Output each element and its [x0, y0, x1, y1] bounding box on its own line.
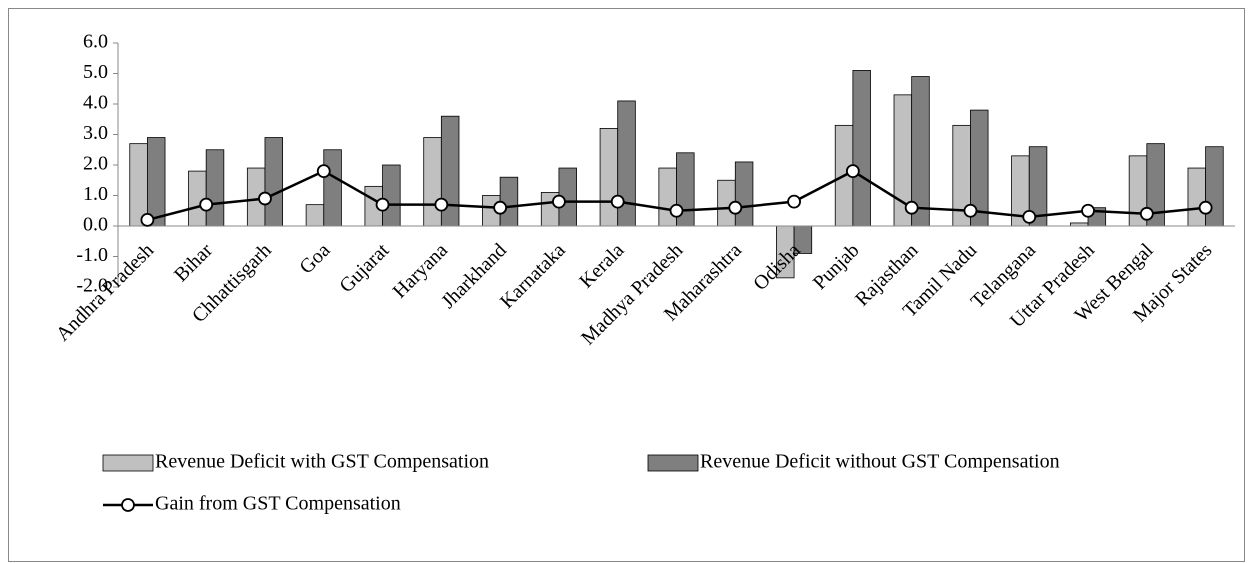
bar — [852, 70, 871, 227]
line-marker — [845, 164, 860, 179]
y-tick-label: -1.0 — [76, 244, 108, 266]
line-marker — [1081, 203, 1095, 218]
y-tick-label: 6.0 — [83, 31, 108, 53]
legend-label: Revenue Deficit without GST Compensation — [700, 451, 1060, 473]
line-marker — [669, 203, 684, 218]
bar — [305, 204, 325, 227]
line-marker — [963, 203, 978, 218]
line-marker — [199, 197, 214, 212]
y-tick-label: 5.0 — [83, 61, 108, 83]
bar — [599, 127, 619, 227]
line-marker — [552, 194, 566, 209]
y-tick-label: 1.0 — [83, 183, 108, 205]
line-marker — [493, 200, 508, 215]
y-tick-label: 3.0 — [83, 122, 108, 144]
bar — [146, 137, 166, 227]
line-marker — [1198, 200, 1213, 215]
bar — [323, 149, 342, 227]
legend-swatch — [102, 454, 154, 472]
y-tick-label: 0.0 — [83, 214, 108, 236]
y-tick-label: 4.0 — [83, 92, 108, 114]
legend-label: Gain from GST Compensation — [155, 493, 401, 515]
line-marker — [904, 200, 919, 215]
line-marker — [375, 197, 390, 212]
line-marker — [728, 200, 743, 215]
y-tick-label: -2.0 — [76, 275, 108, 297]
legend-marker — [121, 498, 135, 512]
legend-label: Revenue Deficit with GST Compensation — [155, 451, 489, 473]
bar — [1187, 167, 1207, 227]
line-marker — [434, 197, 449, 212]
bar — [205, 149, 225, 227]
bar — [658, 167, 677, 227]
bar — [1205, 146, 1224, 227]
y-tick-label: 2.0 — [83, 153, 108, 175]
line-marker — [258, 191, 272, 206]
line-marker — [1022, 209, 1037, 224]
legend-swatch — [647, 454, 699, 472]
line-marker — [140, 212, 155, 227]
bar — [382, 164, 401, 227]
line-marker — [316, 164, 331, 179]
bar — [734, 161, 754, 227]
line-marker — [1139, 206, 1154, 221]
line-marker — [787, 194, 801, 209]
bar — [423, 137, 442, 227]
bar — [264, 137, 284, 227]
line-marker — [610, 194, 625, 209]
